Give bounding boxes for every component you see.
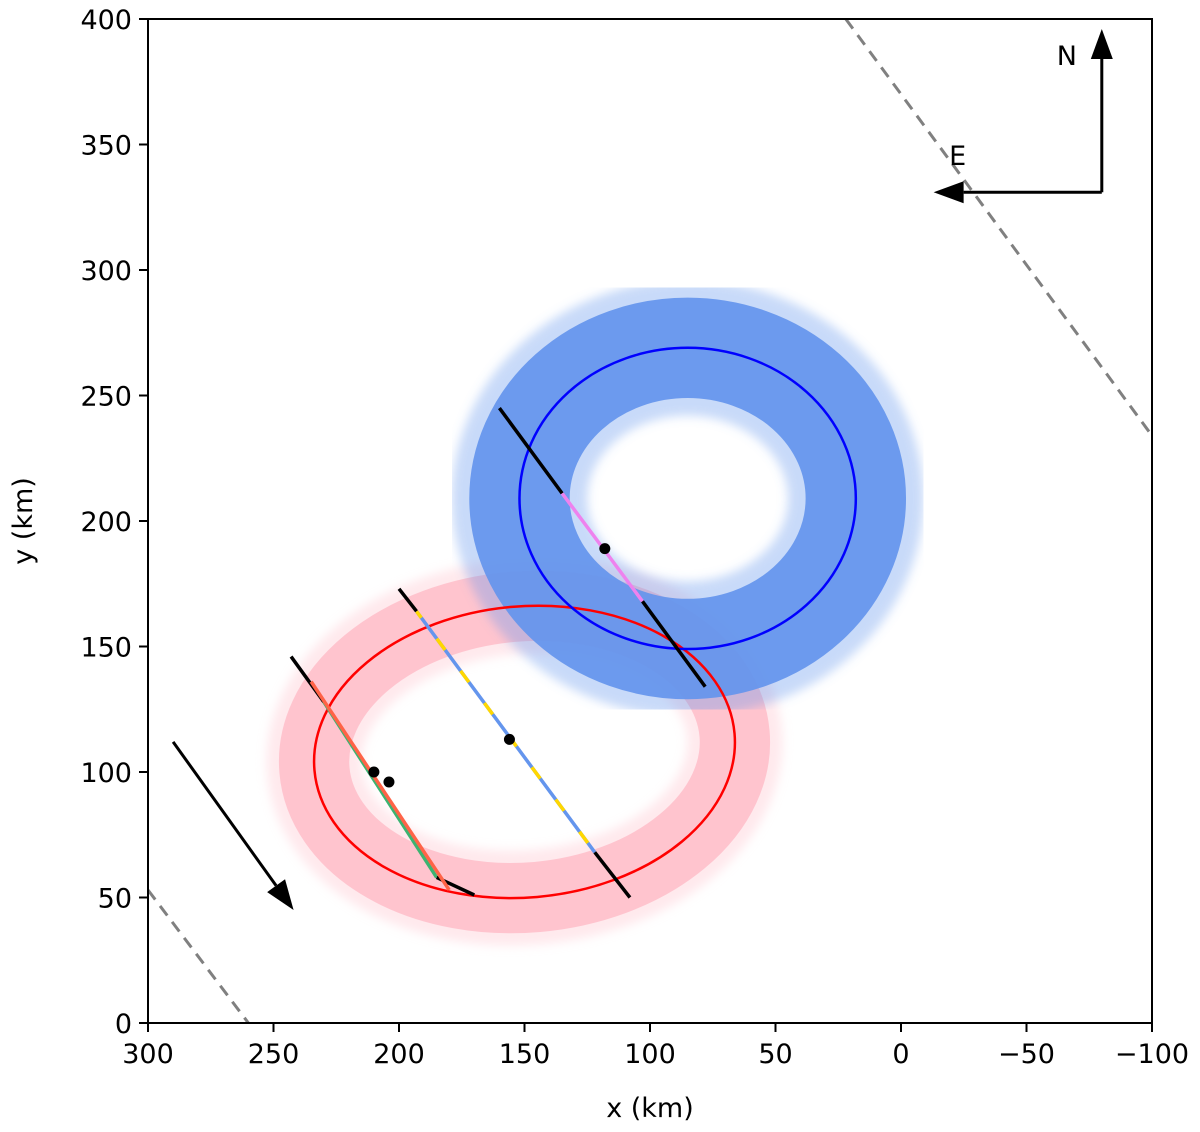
motion-direction-arrow <box>171 741 294 911</box>
north-arrow-head <box>1090 29 1113 60</box>
y-axis-title: y (km) <box>8 477 39 565</box>
chord-center-point-4 <box>599 543 611 555</box>
motion-direction-arrow-shaft <box>171 741 278 887</box>
chord-3-segment-2 <box>415 610 597 854</box>
y-tick-label: 300 <box>80 256 132 287</box>
north-arrow <box>1090 29 1113 193</box>
chord-4-segment-1 <box>497 407 564 495</box>
x-tick-label: 50 <box>758 1039 792 1070</box>
x-tick-label: 100 <box>624 1039 676 1070</box>
motion-direction-arrow-head <box>267 879 294 911</box>
y-tick-label: 200 <box>80 507 132 538</box>
x-tick-label: 150 <box>499 1039 551 1070</box>
east-arrow <box>933 181 1102 204</box>
x-tick-label: −50 <box>998 1039 1055 1070</box>
y-tick-label: 150 <box>80 633 132 664</box>
ellipse-fit-1 <box>312 604 737 900</box>
axes: N E 300 250 200 150 100 50 0 −50 −100 0 50 100 150 200 2… <box>80 5 1189 1070</box>
limit-line-2 <box>148 889 250 1023</box>
x-tick-label: 200 <box>373 1039 425 1070</box>
x-axis-title: x (km) <box>606 1093 694 1124</box>
chord-center-point-3 <box>503 733 515 745</box>
chord-4-segment-3 <box>641 600 707 688</box>
chord-center-point-2 <box>383 776 395 788</box>
chord-2-segment-1 <box>309 680 451 891</box>
y-tick-label: 350 <box>80 131 132 162</box>
plot-area <box>148 19 1152 1023</box>
y-tick-label: 400 <box>80 5 132 36</box>
east-label: E <box>949 141 966 172</box>
ellipse-fit-2 <box>518 346 858 651</box>
x-tick-label: 300 <box>122 1039 174 1070</box>
chord-center-point-1 <box>368 766 380 778</box>
east-arrow-head <box>933 181 964 204</box>
y-tick-label: 50 <box>98 884 132 915</box>
y-tick-label: 250 <box>80 382 132 413</box>
limit-line-1 <box>844 19 1152 437</box>
chord-3-segment-3 <box>593 851 632 899</box>
x-tick-label: −100 <box>1115 1039 1189 1070</box>
x-tick-label: 250 <box>248 1039 300 1070</box>
chord-3-segment-1 <box>397 587 418 613</box>
x-tick-label: 0 <box>892 1039 909 1070</box>
north-label: N <box>1057 41 1077 72</box>
y-tick-label: 100 <box>80 758 132 789</box>
y-tick-label: 0 <box>115 1009 132 1040</box>
